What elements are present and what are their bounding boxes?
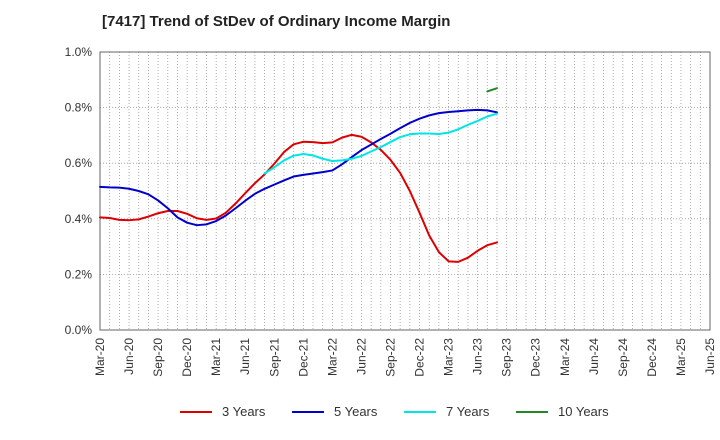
x-tick-label: Mar-20 bbox=[93, 338, 107, 376]
x-tick-label: Mar-25 bbox=[674, 338, 688, 376]
legend: 3 Years 5 Years 7 Years 10 Years bbox=[180, 404, 609, 419]
x-tick-label: Jun-22 bbox=[354, 338, 368, 375]
legend-label: 5 Years bbox=[334, 404, 378, 419]
legend-label: 10 Years bbox=[558, 404, 609, 419]
x-tick-label: Mar-23 bbox=[442, 338, 456, 376]
x-tick-label: Dec-24 bbox=[645, 338, 659, 377]
y-tick-label: 0.2% bbox=[65, 267, 93, 281]
series-line bbox=[99, 133, 498, 263]
x-tick-label: Dec-21 bbox=[296, 338, 310, 377]
y-tick-label: 0.4% bbox=[65, 212, 93, 226]
x-tick-label: Sep-24 bbox=[616, 338, 630, 377]
x-tick-label: Dec-23 bbox=[529, 338, 543, 377]
x-tick-label: Sep-22 bbox=[383, 338, 397, 377]
legend-label: 7 Years bbox=[446, 404, 490, 419]
x-tick-label: Jun-23 bbox=[471, 338, 485, 375]
y-tick-label: 0.8% bbox=[65, 101, 93, 115]
series-line bbox=[263, 112, 498, 175]
series-line bbox=[99, 108, 498, 227]
y-tick-label: 1.0% bbox=[65, 45, 93, 59]
x-tick-label: Sep-21 bbox=[267, 338, 281, 377]
x-tick-label: Jun-20 bbox=[122, 338, 136, 375]
x-tick-label: Dec-22 bbox=[413, 338, 427, 377]
plot-area: 0.0% 0.2% 0.4% 0.6% 0.8% 1.0% Mar-20 Jun-20 Sep-… bbox=[65, 45, 717, 377]
chart-title: [7417] Trend of StDev of Ordinary Income… bbox=[102, 13, 450, 30]
x-tick-label: Mar-24 bbox=[558, 338, 572, 376]
x-tick-label: Jun-25 bbox=[703, 338, 717, 375]
x-tick-label: Sep-23 bbox=[500, 338, 514, 377]
plot-border bbox=[99, 51, 711, 331]
x-tick-label: Dec-20 bbox=[180, 338, 194, 377]
legend-label: 3 Years bbox=[222, 404, 266, 419]
x-tick-label: Jun-21 bbox=[238, 338, 252, 375]
x-tick-label: Jun-24 bbox=[587, 338, 601, 375]
y-tick-label: 0.6% bbox=[65, 156, 93, 170]
x-tick-label: Sep-20 bbox=[151, 338, 165, 377]
x-tick-label: Mar-22 bbox=[325, 338, 339, 376]
x-tick-label: Mar-21 bbox=[209, 338, 223, 376]
plot-background bbox=[100, 52, 710, 330]
y-tick-label: 0.0% bbox=[65, 323, 93, 337]
series-line bbox=[486, 87, 498, 93]
